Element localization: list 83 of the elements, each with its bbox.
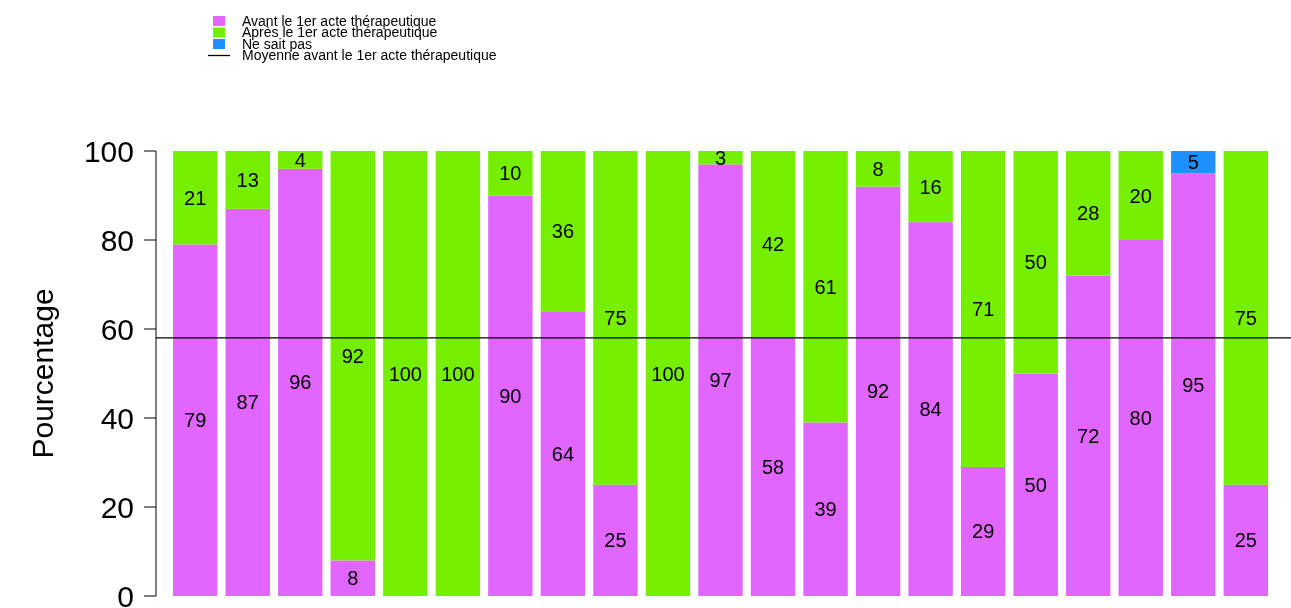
data-label: 25 — [604, 529, 627, 552]
bar — [855, 151, 901, 187]
y-tick-label: 60 — [100, 312, 134, 346]
y-axis-title: Pourcentage — [26, 288, 59, 459]
data-label: 87 — [236, 391, 259, 414]
bar — [1066, 275, 1111, 596]
data-label: 95 — [1182, 373, 1205, 396]
bar — [488, 195, 533, 596]
data-label: 75 — [1234, 306, 1257, 329]
data-label: 25 — [1234, 529, 1257, 552]
data-label: 90 — [499, 384, 522, 407]
bar — [908, 222, 953, 596]
y-tick-label: 0 — [117, 579, 134, 608]
bar — [750, 151, 796, 338]
data-label: 8 — [347, 567, 359, 590]
data-label: 79 — [184, 409, 207, 432]
data-label: 39 — [814, 498, 837, 521]
bar — [960, 151, 1006, 467]
bar — [1223, 151, 1268, 485]
bar — [960, 466, 1006, 596]
bar — [593, 484, 638, 596]
data-label: 50 — [1024, 251, 1047, 274]
bar — [1223, 484, 1268, 596]
data-label: 16 — [919, 175, 942, 198]
data-label: 29 — [972, 520, 995, 543]
data-label: 71 — [972, 297, 995, 320]
bar — [278, 168, 323, 596]
y-tick-label: 20 — [100, 490, 134, 524]
data-label: 72 — [1077, 424, 1100, 447]
data-label: 28 — [1077, 202, 1100, 225]
data-label: 100 — [651, 362, 685, 385]
data-label: 75 — [604, 306, 627, 329]
bar — [540, 311, 586, 596]
bar — [225, 208, 270, 596]
bar — [488, 151, 533, 196]
data-label: 10 — [499, 162, 522, 185]
bar — [698, 164, 743, 596]
data-label: 4 — [294, 148, 306, 171]
bar — [803, 422, 848, 596]
bar — [803, 151, 848, 423]
bar — [1171, 173, 1216, 596]
bar — [1013, 373, 1058, 596]
data-label: 58 — [761, 455, 785, 478]
bar — [908, 151, 953, 223]
data-label: 36 — [551, 220, 575, 243]
bar — [540, 151, 586, 312]
bar — [593, 151, 638, 485]
data-label: 100 — [441, 362, 475, 385]
bar — [225, 151, 270, 209]
data-label: 80 — [1129, 407, 1152, 429]
data-label: 92 — [341, 344, 364, 367]
data-label: 92 — [866, 380, 890, 403]
data-label: 64 — [551, 442, 575, 465]
bar — [750, 337, 796, 596]
data-label: 8 — [872, 157, 884, 180]
data-label: 20 — [1129, 184, 1152, 207]
y-tick-label: 40 — [100, 401, 134, 435]
y-tick-label: 80 — [100, 223, 134, 257]
bar — [173, 151, 218, 245]
data-label: 42 — [761, 233, 785, 256]
data-label: 5 — [1187, 151, 1199, 174]
bar — [855, 186, 901, 596]
data-label: 96 — [289, 371, 312, 394]
bar — [1118, 240, 1163, 596]
bar — [435, 151, 481, 596]
bar — [330, 560, 375, 596]
data-label: 21 — [184, 186, 207, 209]
data-label: 84 — [919, 398, 942, 421]
bar — [330, 151, 375, 561]
bar — [278, 151, 323, 169]
data-label: 100 — [388, 362, 422, 385]
bar — [1066, 151, 1111, 276]
data-label: 97 — [709, 369, 732, 392]
bar — [383, 151, 428, 596]
data-label: 3 — [714, 146, 727, 169]
data-label: 13 — [236, 168, 259, 191]
data-label: 61 — [814, 275, 837, 298]
bar — [645, 151, 691, 596]
data-label: 50 — [1024, 473, 1047, 496]
bar — [173, 244, 218, 596]
bar — [1118, 151, 1163, 240]
bar — [1013, 151, 1058, 374]
y-tick-label: 100 — [83, 134, 134, 168]
